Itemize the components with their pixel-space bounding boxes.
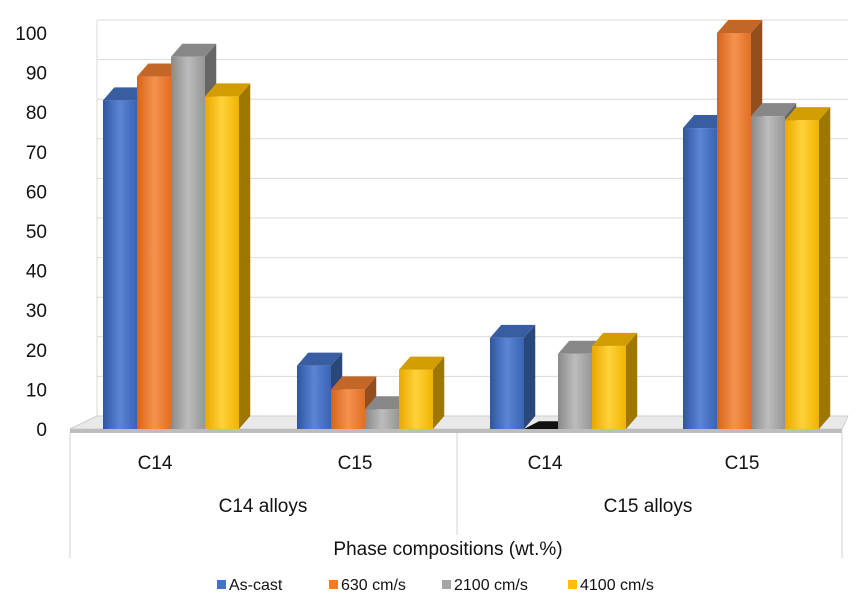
bar-front — [399, 369, 433, 429]
bar-front — [490, 337, 524, 429]
bar-top — [490, 324, 536, 338]
legend-label: 4100 cm/s — [580, 577, 654, 594]
y-tick-label: 80 — [26, 103, 47, 124]
bar — [785, 107, 831, 430]
category-label: C15 — [338, 453, 373, 474]
bar — [365, 396, 411, 429]
bar-top — [683, 115, 729, 129]
bar-top — [171, 43, 217, 57]
y-tick-label: 0 — [36, 420, 47, 441]
bar-front — [171, 56, 205, 429]
legend-label: 630 cm/s — [341, 577, 406, 594]
group-label: C14 alloys — [219, 496, 308, 517]
bar-side — [433, 356, 445, 429]
bar-front — [205, 96, 239, 430]
y-tick-label: 60 — [26, 182, 47, 203]
legend-swatch — [442, 580, 451, 589]
bar-front — [592, 345, 626, 429]
bar-front — [785, 120, 819, 430]
bar-side — [626, 332, 638, 429]
y-tick-label: 70 — [26, 143, 47, 164]
bar-front — [365, 409, 399, 429]
bar-front — [297, 365, 331, 429]
y-tick-label: 20 — [26, 341, 47, 362]
y-tick-label: 50 — [26, 222, 47, 243]
bar-top — [785, 107, 831, 121]
bar-top — [558, 340, 604, 354]
legend-swatch — [568, 580, 577, 589]
bar-top — [751, 103, 797, 117]
bar-top — [365, 396, 411, 410]
y-axis-ticks: 0 10 20 30 40 50 60 70 80 90 100 — [15, 24, 47, 441]
legend-swatch — [329, 580, 338, 589]
y-tick-label: 10 — [26, 380, 47, 401]
bar-front — [103, 100, 137, 429]
bar-side — [239, 83, 251, 430]
bar-front — [717, 33, 751, 429]
bar-top — [137, 63, 183, 77]
category-label: C14 — [138, 453, 173, 474]
bars — [103, 20, 831, 430]
bar-front — [558, 353, 592, 429]
bar-top — [592, 332, 638, 346]
floor-edge — [70, 429, 842, 433]
x-axis-title: Phase compositions (wt.%) — [333, 539, 562, 560]
legend-label: As-cast — [229, 577, 283, 594]
bar-side — [819, 107, 831, 430]
bar-top — [103, 87, 149, 101]
bar — [592, 332, 638, 429]
group-label: C15 alloys — [604, 496, 693, 517]
y-tick-label: 40 — [26, 262, 47, 283]
y-tick-label: 30 — [26, 301, 47, 322]
bar-side — [524, 324, 536, 429]
bar-front — [331, 389, 365, 429]
bar-top — [399, 356, 445, 370]
legend: As-cast 630 cm/s 2100 cm/s 4100 cm/s — [217, 577, 654, 594]
bar-front — [137, 76, 171, 429]
category-label: C15 — [725, 453, 760, 474]
bar-top — [717, 20, 763, 33]
legend-swatch — [217, 580, 226, 589]
category-axis: C14 C15 C14 C15 C14 alloys C15 alloys — [69, 433, 843, 558]
category-label: C14 — [528, 453, 563, 474]
y-tick-label: 90 — [26, 64, 47, 85]
bar-front — [751, 116, 785, 429]
y-tick-label: 100 — [15, 24, 47, 45]
bar — [205, 83, 251, 430]
legend-label: 2100 cm/s — [454, 577, 528, 594]
bar-top — [331, 376, 377, 390]
bar-front — [683, 128, 717, 430]
bar — [399, 356, 445, 429]
bar — [490, 324, 536, 429]
bar-top — [205, 83, 251, 97]
bar-top — [297, 352, 343, 366]
